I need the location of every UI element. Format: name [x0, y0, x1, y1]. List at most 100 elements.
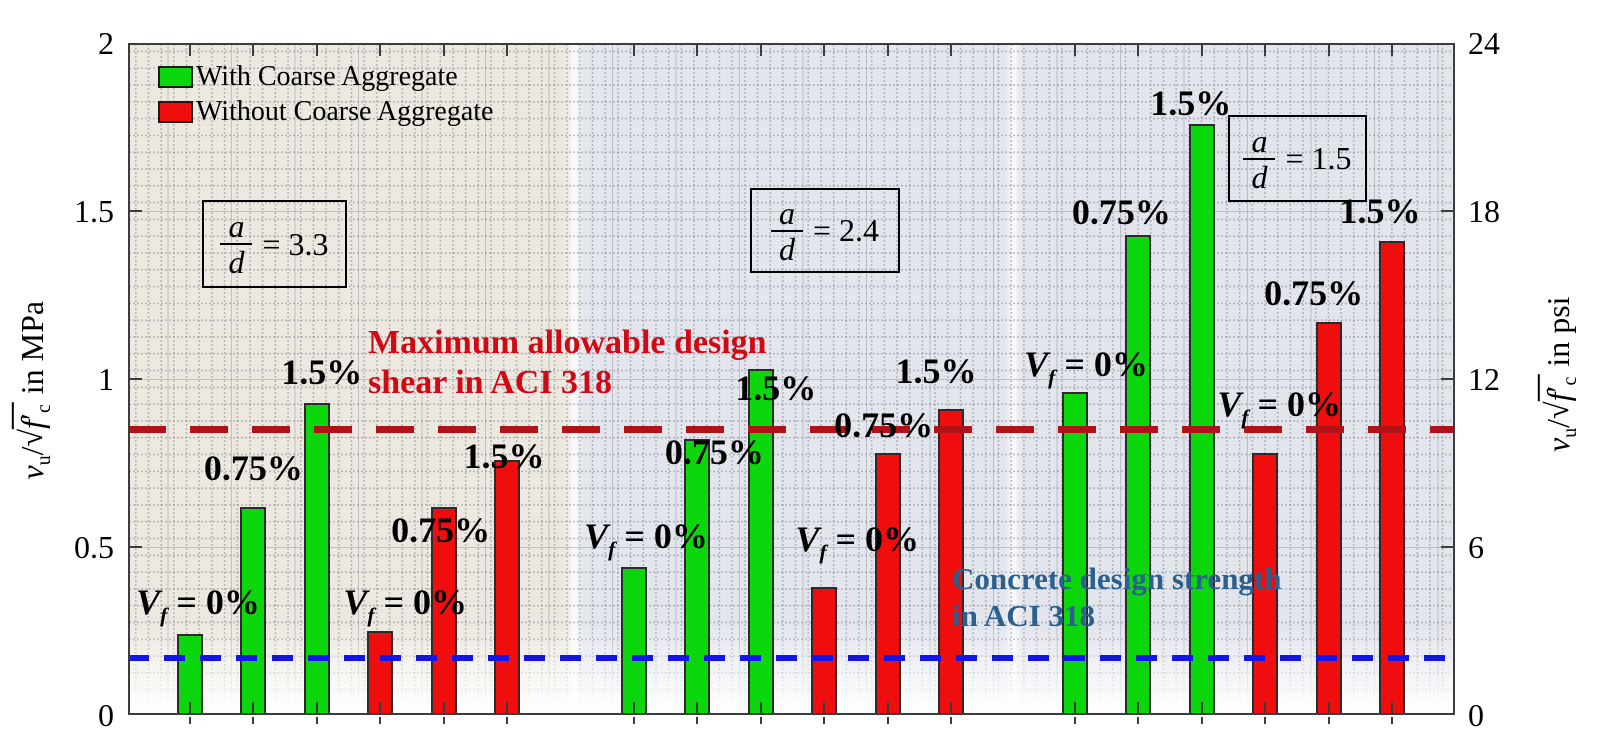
concrete-strength-annotation: Concrete design strength in ACI 318: [952, 561, 1282, 633]
x-tick-bottom: [823, 702, 826, 715]
x-tick-outer: [379, 717, 382, 724]
bar-value-label: 1.5%: [735, 367, 817, 408]
bar-without-aggregate-ad-2-4-vf-0-75%: [874, 452, 901, 715]
x-tick-outer: [1200, 717, 1203, 724]
sqrt-icon: √: [12, 428, 49, 447]
max-shear-annotation: Maximum allowable design shear in ACI 31…: [368, 324, 767, 402]
bar-value-label: Vf = 0%: [343, 582, 468, 628]
bar-without-aggregate-ad-1-5-vf-1-5%: [1379, 241, 1405, 715]
left-axis-tick-label: 0: [98, 697, 114, 733]
right-axis-tick-label: 6: [1468, 529, 1484, 565]
x-tick-outer: [506, 717, 508, 724]
x-tick-bottom: [1264, 702, 1267, 715]
right-axis-tick-label: 12: [1468, 361, 1500, 397]
y-tick-right: [1441, 378, 1455, 380]
legend-swatch-red: [158, 101, 193, 123]
right-axis-title: vu/√f′c in psi: [1537, 296, 1582, 452]
bar-value-label: 0.75%: [391, 509, 491, 550]
x-tick-top: [696, 43, 699, 56]
bar-value-label: 1.5%: [1150, 82, 1232, 123]
x-tick-outer: [1074, 717, 1076, 724]
x-tick-top: [252, 43, 255, 56]
x-tick-bottom: [506, 702, 508, 715]
legend-swatch-green: [158, 66, 193, 88]
x-tick-outer: [950, 717, 952, 724]
right-axis-tick-label: 24: [1468, 25, 1500, 61]
bar-value-label: Vf = 0%: [1024, 344, 1148, 390]
x-tick-bottom: [315, 702, 318, 715]
bottom-fade: [128, 625, 1455, 715]
x-tick-bottom: [252, 702, 255, 715]
x-tick-top: [379, 43, 382, 56]
x-tick-outer: [886, 717, 889, 724]
x-tick-bottom: [633, 702, 635, 715]
left-axis-tick-label: 1.5: [74, 193, 114, 229]
y-tick-left: [128, 546, 142, 548]
x-tick-top: [823, 43, 826, 56]
x-tick-bottom: [1391, 702, 1393, 715]
bar-value-label: 1.5%: [895, 351, 977, 392]
x-tick-top: [1074, 43, 1076, 56]
x-tick-bottom: [1074, 702, 1076, 715]
bar-value-label: 1.5%: [281, 351, 363, 392]
y-tick-left: [128, 378, 142, 380]
bar-without-aggregate-ad-3-3-vf-1-5%: [494, 459, 520, 715]
x-tick-bottom: [1137, 702, 1140, 715]
bar-with-aggregate-ad-2-4-vf-0-75%: [684, 439, 711, 715]
x-tick-top: [506, 43, 508, 56]
legend-item-without-coarse-aggregate: Without Coarse Aggregate: [158, 98, 493, 126]
legend-item-with-coarse-aggregate: With Coarse Aggregate: [158, 63, 493, 91]
x-tick-top: [315, 43, 318, 56]
bar-value-label: 1.5%: [463, 435, 545, 476]
x-tick-top: [886, 43, 889, 56]
concrete-strength-reference-line: [128, 654, 1455, 661]
bar-without-aggregate-ad-3-3-vf-0-75%: [430, 506, 457, 715]
bar-without-aggregate-ad-2-4-vf-1-5%: [938, 409, 964, 715]
x-tick-outer: [823, 717, 826, 724]
bar-with-aggregate-ad-3-3-vf-0-75%: [240, 506, 267, 715]
x-tick-top: [1391, 43, 1393, 56]
x-tick-top: [189, 43, 191, 56]
bar-value-label: 0.75%: [1264, 272, 1364, 313]
x-tick-bottom: [759, 702, 762, 715]
plot-area: Maximum allowable design shear in ACI 31…: [128, 43, 1455, 715]
x-tick-outer: [189, 717, 191, 724]
x-tick-outer: [252, 717, 255, 724]
x-tick-top: [759, 43, 762, 56]
bar-without-aggregate-ad-1-5-vf-0%: [1252, 452, 1279, 715]
x-tick-top: [633, 43, 635, 56]
x-tick-outer: [633, 717, 635, 724]
bar-value-label: Vf = 0%: [136, 582, 260, 628]
bar-with-aggregate-ad-3-3-vf-0%: [177, 634, 203, 715]
x-tick-top: [950, 43, 952, 56]
max-shear-reference-line: [128, 426, 1455, 434]
x-tick-outer: [696, 717, 699, 724]
x-tick-outer: [759, 717, 762, 724]
bar-with-aggregate-ad-1-5-vf-1-5%: [1188, 123, 1215, 715]
left-axis-tick-label: 0.5: [74, 529, 114, 565]
x-tick-bottom: [1327, 702, 1330, 715]
x-tick-top: [1327, 43, 1330, 56]
left-axis-title: vu/√f′c in MPa: [11, 300, 56, 480]
x-tick-outer: [442, 717, 445, 724]
x-tick-outer: [1327, 717, 1330, 724]
bar-without-aggregate-ad-2-4-vf-0%: [811, 587, 838, 715]
y-tick-right: [1441, 546, 1455, 548]
bar-value-label: Vf = 0%: [795, 519, 920, 565]
x-tick-bottom: [442, 702, 445, 715]
bar-with-aggregate-ad-2-4-vf-1-5%: [747, 368, 774, 715]
x-tick-top: [442, 43, 445, 56]
bar-value-label: 0.75%: [203, 447, 303, 488]
bar-value-label: Vf = 0%: [584, 516, 708, 562]
x-tick-bottom: [189, 702, 191, 715]
right-axis-tick-label: 0: [1468, 697, 1484, 733]
x-tick-bottom: [886, 702, 889, 715]
left-axis-tick-label: 1: [98, 361, 114, 397]
x-tick-top: [1264, 43, 1267, 56]
bar-value-label: 0.75%: [664, 432, 764, 473]
x-tick-outer: [1391, 717, 1393, 724]
